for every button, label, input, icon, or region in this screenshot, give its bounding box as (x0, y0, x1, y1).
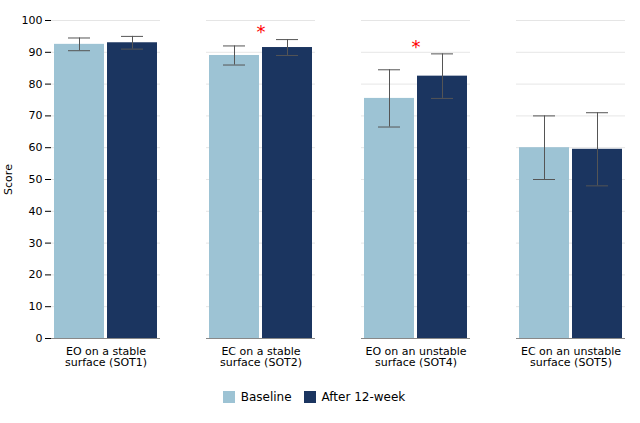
svg-text:80: 80 (29, 78, 43, 91)
svg-text:EC on a stablesurface (SOT2): EC on a stablesurface (SOT2) (220, 345, 302, 369)
html-text:Baseline: Baseline (240, 389, 292, 404)
svg-text:EC on an unstablesurface (SOT5: EC on an unstablesurface (SOT5) (521, 345, 621, 369)
svg-text:EO on a stablesurface (SOT1): EO on a stablesurface (SOT1) (65, 345, 147, 369)
svg-text:50: 50 (29, 173, 43, 186)
svg-text:*: * (412, 36, 421, 57)
svg-text:0: 0 (36, 332, 43, 345)
svg-text:90: 90 (29, 46, 43, 59)
svg-text:*: * (257, 21, 266, 42)
svg-text:10: 10 (29, 300, 43, 313)
svg-text:20: 20 (29, 268, 43, 281)
svg-text:EO on an unstablesurface (SOT4: EO on an unstablesurface (SOT4) (365, 345, 466, 369)
svg-text:40: 40 (29, 205, 43, 218)
svg-text:60: 60 (29, 141, 43, 154)
svg-text:Score: Score (2, 164, 15, 195)
svg-text:30: 30 (29, 237, 43, 250)
html-text:After 12-week: After 12-week (321, 389, 406, 404)
svg-text:100: 100 (22, 14, 43, 27)
svg-text:70: 70 (29, 109, 43, 122)
